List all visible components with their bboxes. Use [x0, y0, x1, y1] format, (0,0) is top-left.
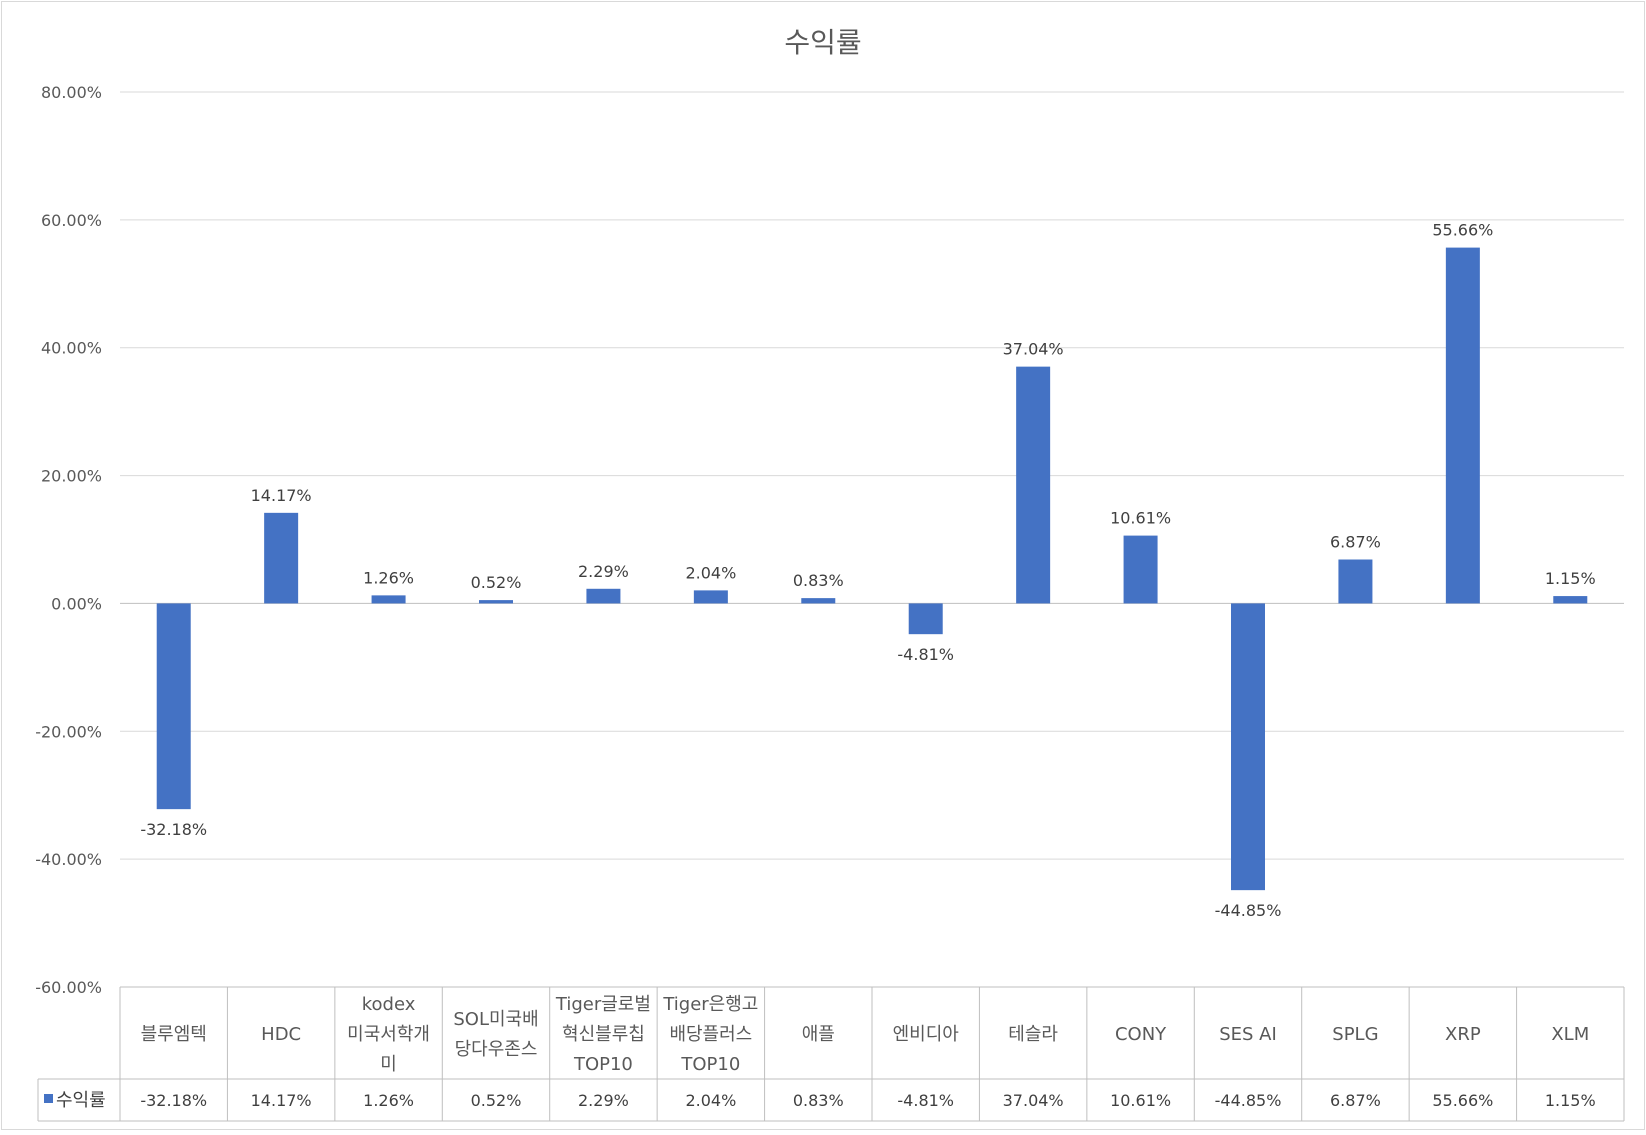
category-label: 미 [380, 1054, 397, 1075]
bar [1445, 247, 1480, 604]
bar [1553, 596, 1588, 604]
category-label: TOP10 [680, 1054, 740, 1075]
category-label: 애플 [802, 1024, 835, 1045]
category-label: Tiger은행고 [662, 994, 758, 1015]
bar [1338, 559, 1373, 604]
y-tick-label: -20.00% [35, 722, 102, 741]
table-cell: 10.61% [1110, 1091, 1171, 1110]
category-label: XLM [1551, 1024, 1589, 1045]
data-label: 14.17% [251, 486, 312, 505]
table-cell: 0.52% [471, 1091, 522, 1110]
data-label: -32.18% [140, 820, 207, 839]
category-label: CONY [1115, 1024, 1167, 1045]
data-label: 37.04% [1003, 340, 1064, 359]
category-label: SPLG [1332, 1024, 1378, 1045]
category-label: kodex [362, 994, 416, 1015]
table-cell: 37.04% [1003, 1091, 1064, 1110]
data-label: 1.26% [363, 568, 414, 587]
gridlines [120, 91, 1624, 860]
data-label: -4.81% [897, 645, 954, 664]
category-label: 혁신블루칩 [562, 1024, 645, 1045]
category-label: XRP [1445, 1024, 1481, 1045]
bar [479, 600, 513, 604]
y-tick-label: -40.00% [35, 850, 102, 869]
table-cell: 1.26% [363, 1091, 414, 1110]
bar [1123, 535, 1158, 604]
data-label: 0.83% [793, 571, 844, 590]
bar [801, 598, 836, 604]
bar [1231, 603, 1265, 891]
category-label: Tiger글로벌 [555, 994, 651, 1015]
table-cell: 2.29% [578, 1091, 629, 1110]
legend-key [44, 1094, 53, 1103]
table-cell: 2.04% [685, 1091, 736, 1110]
y-tick-label: 0.00% [51, 594, 102, 613]
table-cell: -44.85% [1215, 1091, 1282, 1110]
category-label: 엔비디아 [893, 1024, 960, 1045]
y-tick-label: 80.00% [41, 83, 102, 102]
chart-title: 수익률 [784, 26, 861, 59]
bar [371, 595, 406, 604]
data-label: 6.87% [1330, 533, 1381, 552]
category-label: SOL미국배 [453, 1009, 538, 1030]
table-cell: -4.81% [897, 1091, 954, 1110]
data-label: 2.29% [578, 562, 629, 581]
category-label: HDC [261, 1024, 301, 1045]
table-cell: 1.15% [1545, 1091, 1596, 1110]
legend-label: 수익률 [56, 1090, 106, 1111]
table-cell: -32.18% [140, 1091, 207, 1110]
bar [156, 603, 191, 810]
y-tick-label: -60.00% [35, 978, 102, 997]
category-label: SES AI [1219, 1024, 1277, 1045]
category-label: 블루엠텍 [141, 1024, 207, 1045]
category-label: 테슬라 [1008, 1024, 1058, 1045]
data-label: 1.15% [1545, 569, 1596, 588]
y-tick-label: 20.00% [41, 467, 102, 486]
table-cell: 0.83% [793, 1091, 844, 1110]
bar [264, 512, 299, 604]
bar [1016, 366, 1051, 604]
data-label: 0.52% [471, 573, 522, 592]
table-cell: 6.87% [1330, 1091, 1381, 1110]
data-label: 55.66% [1432, 221, 1493, 240]
data-labels: -32.18% 14.17% 1.26% 0.52% 2.29% 2.04% 0.83% -4… [140, 221, 1595, 921]
bar [693, 590, 728, 604]
data-label: 2.04% [685, 563, 736, 582]
bar [908, 603, 943, 635]
category-label: TOP10 [573, 1054, 633, 1075]
table-cell: 14.17% [251, 1091, 312, 1110]
bars [156, 247, 1588, 891]
category-label: 미국서학개 [347, 1024, 430, 1045]
category-label: 당다우존스 [455, 1039, 538, 1060]
category-label: 배당플러스 [669, 1024, 752, 1045]
table-cell: 55.66% [1432, 1091, 1493, 1110]
y-tick-label: 40.00% [41, 339, 102, 358]
bar [586, 588, 621, 604]
y-tick-label: 60.00% [41, 211, 102, 230]
y-axis-ticks: 80.00% 60.00% 40.00% 20.00% 0.00% -20.00% -40.… [35, 83, 102, 997]
data-label: -44.85% [1215, 901, 1282, 920]
data-label: 10.61% [1110, 509, 1171, 528]
